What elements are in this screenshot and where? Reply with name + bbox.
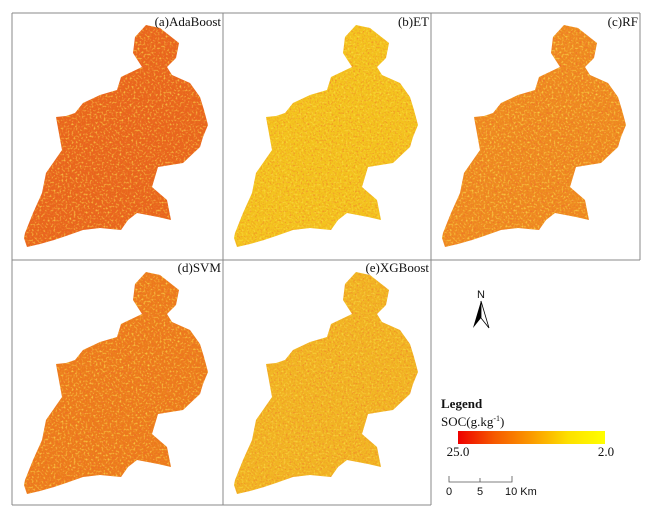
panel-title-adaboost: (a)AdaBoost	[155, 14, 222, 29]
soc-map-rf	[442, 25, 626, 247]
panel-frames	[11, 12, 641, 506]
panel-title-et: (b)ET	[398, 14, 429, 29]
scale-bar: 0 5 10 Km	[446, 476, 537, 498]
scale-label-0: 0	[446, 486, 452, 498]
scale-label-5: 5	[477, 486, 483, 498]
legend-min-label: 2.0	[598, 444, 614, 459]
soc-map-adaboost	[24, 25, 208, 247]
north-label: N	[477, 289, 485, 301]
legend-max-label: 25.0	[447, 444, 470, 459]
panel-title-svm: (d)SVM	[178, 260, 222, 275]
soc-map-et	[234, 25, 418, 247]
legend-title: Legend	[441, 396, 483, 411]
north-arrow-icon	[473, 301, 481, 328]
soc-map-xgboost	[234, 272, 418, 494]
legend: Legend SOC(g.kg-1) 25.0 2.0	[441, 396, 614, 459]
scale-label-10km: 10 Km	[505, 486, 537, 498]
soc-map-svm	[24, 272, 208, 494]
north-arrow: N	[473, 289, 490, 329]
panel-title-xgboost: (e)XGBoost	[365, 260, 429, 275]
legend-variable-label: SOC(g.kg-1)	[441, 414, 504, 429]
legend-color-ramp	[458, 431, 605, 444]
panel-title-rf: (c)RF	[608, 14, 638, 29]
